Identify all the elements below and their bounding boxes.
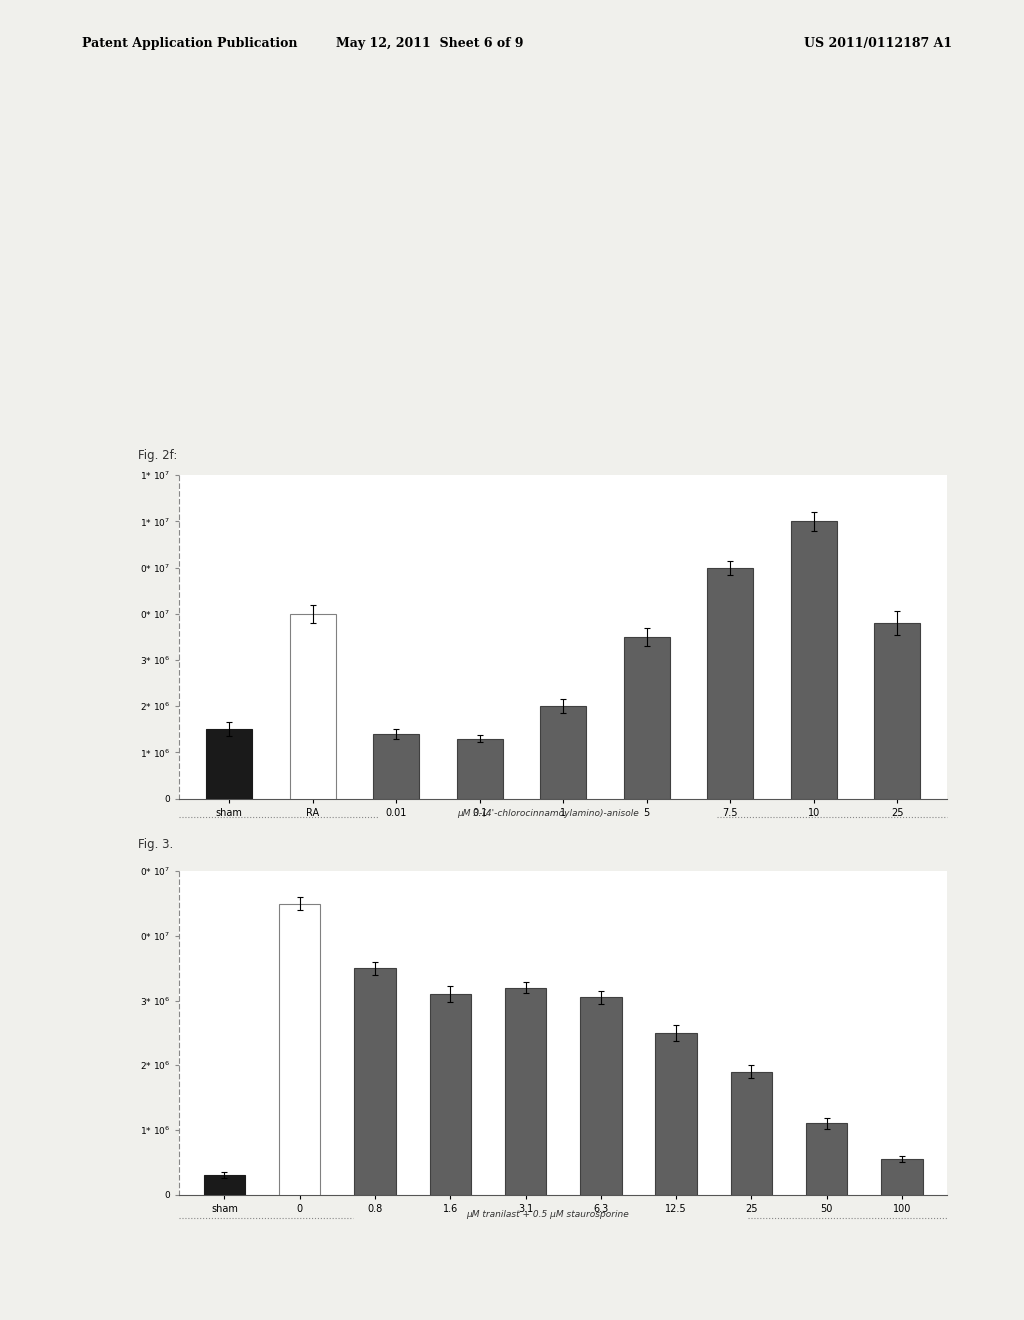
- Bar: [374, 734, 419, 799]
- Bar: [806, 1123, 848, 1195]
- Bar: [791, 521, 837, 799]
- Bar: [505, 987, 546, 1195]
- Bar: [581, 998, 622, 1195]
- Text: Fig. 3.: Fig. 3.: [138, 838, 173, 851]
- Text: Fig. 2f:: Fig. 2f:: [138, 449, 177, 462]
- Bar: [429, 994, 471, 1195]
- Bar: [204, 1175, 245, 1195]
- Bar: [655, 1032, 697, 1195]
- Bar: [279, 903, 321, 1195]
- Bar: [206, 729, 252, 799]
- Bar: [731, 1072, 772, 1195]
- Bar: [624, 636, 670, 799]
- Text: US 2011/0112187 A1: US 2011/0112187 A1: [804, 37, 952, 50]
- Bar: [290, 614, 336, 799]
- Text: μM tranilast + 0.5 μM staurosporine: μM tranilast + 0.5 μM staurosporine: [467, 1210, 629, 1220]
- Bar: [882, 1159, 923, 1195]
- Bar: [708, 568, 753, 799]
- Bar: [457, 739, 503, 799]
- Bar: [541, 706, 586, 799]
- Text: May 12, 2011  Sheet 6 of 9: May 12, 2011 Sheet 6 of 9: [336, 37, 524, 50]
- Text: Patent Application Publication: Patent Application Publication: [82, 37, 297, 50]
- Bar: [354, 969, 395, 1195]
- Bar: [874, 623, 921, 799]
- Text: μM 3-(4'-chlorocinnamoylamino)-anisole: μM 3-(4'-chlorocinnamoylamino)-anisole: [457, 809, 639, 818]
